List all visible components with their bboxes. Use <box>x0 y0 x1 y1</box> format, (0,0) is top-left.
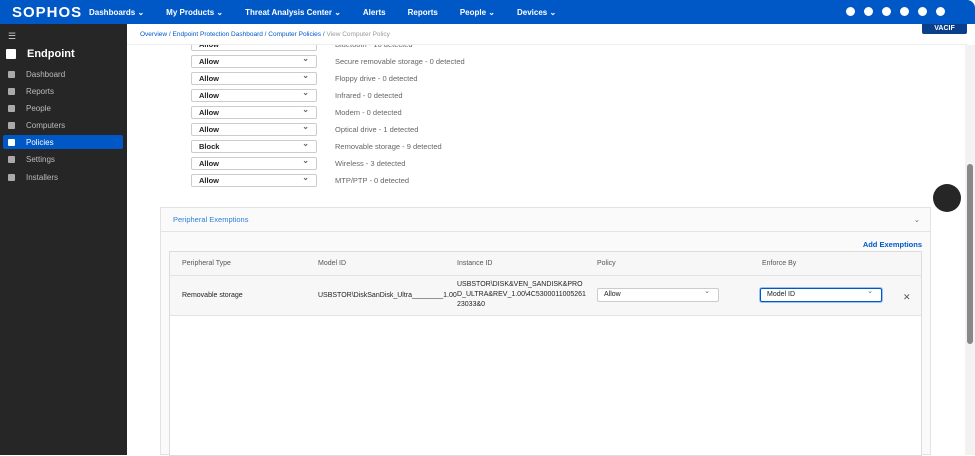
peripheral-label: Optical drive - 1 detected <box>335 125 419 134</box>
crumb-current: View Computer Policy <box>326 31 390 38</box>
crumb-overview[interactable]: Overview <box>140 31 168 38</box>
table-header: Peripheral Type Model ID Instance ID Pol… <box>170 252 921 276</box>
nav-my-products[interactable]: My Products ⌄ <box>166 7 224 17</box>
remove-exemption-icon[interactable]: ✕ <box>903 292 911 302</box>
crumb-computer-policies[interactable]: Computer Policies <box>268 31 322 38</box>
chevron-down-icon[interactable]: ⌄ <box>913 215 920 224</box>
lightbulb-help-button[interactable] <box>933 184 961 212</box>
peripheral-policy-select[interactable]: Allow <box>191 155 317 170</box>
add-exemptions-link[interactable]: Add Exemptions <box>862 240 922 249</box>
peripheral-label: Removable storage - 9 detected <box>335 142 442 151</box>
col-policy: Policy <box>597 260 616 267</box>
user-icon[interactable] <box>936 7 945 16</box>
tenant-badge[interactable]: VACIF <box>922 24 967 34</box>
help-icon[interactable] <box>918 7 927 16</box>
collapse-menu-icon[interactable]: ☰ <box>8 31 17 41</box>
peripheral-policy-select[interactable]: Allow <box>191 53 317 68</box>
nav-reports[interactable]: Reports <box>407 7 438 17</box>
sidebar-item-settings[interactable]: Settings <box>3 152 123 166</box>
peripheral-row: Allow MTP/PTP - 0 detected <box>191 172 410 187</box>
peripheral-row: Allow Optical drive - 1 detected <box>191 121 419 136</box>
col-model-id: Model ID <box>318 260 347 267</box>
peripheral-policy-select[interactable]: Allow <box>191 104 317 119</box>
peripheral-row: Allow Wireless - 3 detected <box>191 155 406 170</box>
people-icon <box>8 104 15 112</box>
scrollbar[interactable] <box>965 45 975 455</box>
policy-select[interactable]: Allow <box>597 286 719 302</box>
col-instance-id: Instance ID <box>457 260 493 267</box>
nav-dashboards[interactable]: Dashboards ⌄ <box>89 7 145 17</box>
peripheral-row: Allow Modem - 0 detected <box>191 104 402 119</box>
support-icon[interactable] <box>864 7 873 16</box>
sidebar-title: Endpoint <box>6 48 75 60</box>
bell-icon[interactable] <box>900 7 909 16</box>
peripheral-row: Allow Secure removable storage - 0 detect… <box>191 53 465 68</box>
peripheral-row: Allow Floppy drive - 0 detected <box>191 70 418 85</box>
exemptions-table: Peripheral Type Model ID Instance ID Pol… <box>169 251 922 456</box>
gear-icon <box>8 155 15 163</box>
sidebar-item-policies[interactable]: Policies <box>3 135 123 149</box>
sidebar-item-people[interactable]: People <box>3 101 123 115</box>
chart-icon <box>8 70 15 78</box>
sophos-logo[interactable]: SOPHOS <box>12 3 83 21</box>
peripheral-label: Infrared - 0 detected <box>335 91 403 100</box>
sidebar: ☰ Endpoint Dashboard Reports People Comp… <box>0 24 127 455</box>
nav-alerts[interactable]: Alerts <box>362 7 386 17</box>
sidebar-item-installers[interactable]: Installers <box>3 170 123 184</box>
peripheral-label: Floppy drive - 0 detected <box>335 74 418 83</box>
nav-people[interactable]: People ⌄ <box>459 7 495 17</box>
sidebar-item-computers[interactable]: Computers <box>3 118 123 132</box>
instance-id: USBSTOR\DISK&VEN_SANDISK&PROD_ULTRA&REV_… <box>457 281 586 308</box>
sidebar-item-dashboard[interactable]: Dashboard <box>3 67 123 81</box>
peripheral-label: Secure removable storage - 0 detected <box>335 57 465 66</box>
peripheral-exemptions-header[interactable]: Peripheral Exemptions ⌄ <box>161 208 930 232</box>
top-nav: SOPHOS Dashboards ⌄ My Products ⌄ Threat… <box>0 0 975 24</box>
scrollbar-thumb[interactable] <box>967 164 973 344</box>
peripheral-policy-select[interactable]: Block <box>191 138 317 153</box>
clipboard-icon <box>8 87 15 95</box>
col-peripheral-type: Peripheral Type <box>182 260 231 267</box>
breadcrumb: Overview / Endpoint Protection Dashboard… <box>140 31 390 38</box>
peripheral-type: Removable storage <box>182 292 243 299</box>
nav-threat-analysis-center[interactable]: Threat Analysis Center ⌄ <box>245 7 341 17</box>
peripheral-label: MTP/PTP - 0 detected <box>335 176 410 185</box>
peripheral-row: Block Removable storage - 9 detected <box>191 138 442 153</box>
col-enforce-by: Enforce By <box>762 260 797 267</box>
peripheral-policy-select[interactable]: Allow <box>191 172 317 187</box>
nav-devices[interactable]: Devices ⌄ <box>517 7 557 17</box>
gear-icon[interactable] <box>882 7 891 16</box>
peripheral-exemptions-panel: Peripheral Exemptions ⌄ Add Exemptions Pe… <box>160 207 931 456</box>
enforce-by-select[interactable]: Model ID <box>760 286 882 302</box>
sidebar-item-reports[interactable]: Reports <box>3 84 123 98</box>
table-row: Removable storage USBSTOR\DiskSanDisk_Ul… <box>170 276 921 316</box>
crumb-endpoint-dashboard[interactable]: Endpoint Protection Dashboard <box>172 31 263 38</box>
breadcrumb-bar <box>127 24 967 45</box>
download-icon <box>8 173 15 181</box>
peripheral-policy-select[interactable]: Allow <box>191 121 317 136</box>
peripheral-policy-select[interactable]: Allow <box>191 70 317 85</box>
peripheral-label: Wireless - 3 detected <box>335 159 406 168</box>
model-id: USBSTOR\DiskSanDisk_Ultra________1.00 <box>318 292 457 299</box>
endpoint-icon <box>6 49 16 59</box>
shield-icon <box>8 138 15 146</box>
graduation-cap-icon[interactable] <box>846 7 855 16</box>
peripheral-label: Modem - 0 detected <box>335 108 402 117</box>
monitor-icon <box>8 121 15 129</box>
peripheral-policy-select[interactable]: Allow <box>191 87 317 102</box>
peripheral-row: Allow Infrared - 0 detected <box>191 87 403 102</box>
